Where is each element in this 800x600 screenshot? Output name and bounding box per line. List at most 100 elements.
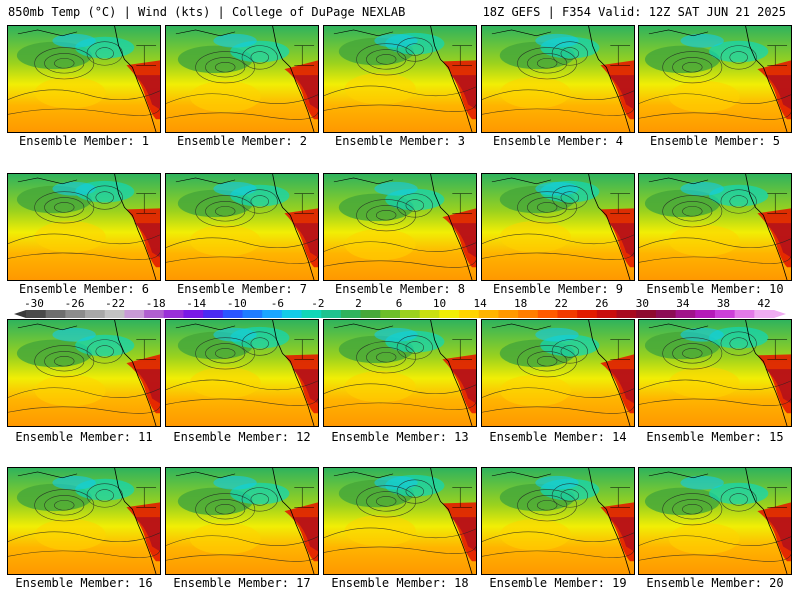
- header: 850mb Temp (°C) | Wind (kts) | College o…: [0, 0, 800, 24]
- map-field: [324, 26, 476, 132]
- colorbar-tick-label: 42: [757, 297, 771, 310]
- ensemble-member-map: [638, 319, 792, 427]
- colorbar-segment: [360, 310, 381, 318]
- ensemble-member-label: Ensemble Member: 14: [489, 430, 627, 444]
- ensemble-member-map: [7, 319, 161, 427]
- colorbar-segment: [616, 310, 637, 318]
- colorbar-tick-label: 18: [514, 297, 528, 310]
- page-title: 850mb Temp (°C) | Wind (kts) | College o…: [8, 5, 406, 19]
- map-field: [639, 26, 791, 132]
- map-field: [166, 320, 318, 426]
- colorbar-segment: [734, 310, 755, 318]
- map-field: [166, 26, 318, 132]
- colorbar-segment: [577, 310, 598, 318]
- map-field: [8, 320, 160, 426]
- colorbar-max-arrow: [774, 310, 786, 318]
- colorbar-tick-label: -18: [145, 297, 166, 310]
- colorbar-segment: [281, 310, 303, 318]
- ensemble-member-label: Ensemble Member: 2: [176, 134, 308, 148]
- colorbar-segment: [144, 310, 165, 318]
- ensemble-member-map: [323, 319, 477, 427]
- colorbar-segment: [301, 310, 322, 318]
- colorbar-tick-label: 26: [595, 297, 609, 310]
- colorbar-segment: [478, 310, 499, 318]
- ensemble-member-label: Ensemble Member: 19: [489, 576, 627, 590]
- colorbar-min-arrow: [14, 310, 26, 318]
- colorbar-tick-label: 6: [395, 297, 403, 310]
- ensemble-member-map: [638, 25, 792, 133]
- colorbar-segment: [163, 310, 184, 318]
- ensemble-member-label: Ensemble Member: 1: [18, 134, 150, 148]
- map-field: [482, 320, 634, 426]
- ensemble-member-label: Ensemble Member: 13: [331, 430, 469, 444]
- colorbar-segment: [459, 310, 480, 318]
- map-field: [482, 26, 634, 132]
- ensemble-member-label: Ensemble Member: 4: [492, 134, 624, 148]
- colorbar-tick-label: 10: [432, 297, 447, 310]
- colorbar-tick-label: 22: [554, 297, 568, 310]
- colorbar-segment: [242, 310, 263, 318]
- map-field: [324, 468, 476, 574]
- colorbar-segment: [183, 310, 204, 318]
- colorbar-tick-label: 30: [635, 297, 649, 310]
- colorbar-segment: [203, 310, 224, 318]
- colorbar-segment: [222, 310, 244, 318]
- colorbar-tick-label: 2: [355, 297, 362, 310]
- colorbar-segment: [45, 310, 66, 318]
- colorbar-segment: [321, 310, 342, 318]
- colorbar-segment: [380, 310, 401, 318]
- ensemble-member-map: [7, 467, 161, 575]
- ensemble-member-map: [481, 467, 635, 575]
- colorbar-segment: [400, 310, 421, 318]
- temperature-colorbar: [14, 310, 786, 318]
- ensemble-member-label: Ensemble Member: 15: [646, 430, 784, 444]
- colorbar-segment: [636, 310, 657, 318]
- ensemble-member-label: Ensemble Member: 7: [176, 282, 308, 296]
- ensemble-member-map: [7, 25, 161, 133]
- colorbar-tick-label: -14: [186, 297, 207, 310]
- ensemble-member-label: Ensemble Member: 17: [173, 576, 311, 590]
- colorbar-segment: [518, 310, 539, 318]
- colorbar-tick-label: -10: [226, 297, 247, 310]
- ensemble-member-label: Ensemble Member: 16: [15, 576, 153, 590]
- ensemble-member-map: [638, 467, 792, 575]
- colorbar-segment: [85, 310, 106, 318]
- colorbar-tick-label: 38: [716, 297, 731, 310]
- colorbar-segment: [537, 310, 558, 318]
- colorbar-segment: [714, 310, 736, 318]
- ensemble-member-label: Ensemble Member: 5: [649, 134, 781, 148]
- colorbar-segment: [340, 310, 362, 318]
- ensemble-member-label: Ensemble Member: 10: [646, 282, 784, 296]
- ensemble-member-map: [165, 173, 319, 281]
- map-field: [639, 174, 791, 280]
- colorbar-segment: [262, 310, 283, 318]
- colorbar-segment: [596, 310, 618, 318]
- colorbar-segment: [26, 310, 47, 318]
- ensemble-member-map: [481, 319, 635, 427]
- ensemble-member-map: [638, 173, 792, 281]
- map-field: [166, 468, 318, 574]
- map-field: [8, 468, 160, 574]
- ensemble-member-map: [481, 25, 635, 133]
- ensemble-member-map: [323, 25, 477, 133]
- ensemble-member-map: [165, 467, 319, 575]
- ensemble-member-label: Ensemble Member: 6: [18, 282, 150, 296]
- colorbar-segment: [104, 310, 125, 318]
- colorbar-segment: [419, 310, 440, 318]
- colorbar-segment: [675, 310, 696, 318]
- ensemble-member-label: Ensemble Member: 20: [646, 576, 784, 590]
- colorbar-tick-label: -26: [64, 297, 85, 310]
- ensemble-member-label: Ensemble Member: 9: [492, 282, 624, 296]
- ensemble-member-label: Ensemble Member: 3: [334, 134, 466, 148]
- ensemble-member-map: [323, 467, 477, 575]
- colorbar-segment: [439, 310, 460, 318]
- ensemble-member-label: Ensemble Member: 11: [15, 430, 153, 444]
- map-field: [639, 320, 791, 426]
- map-field: [166, 174, 318, 280]
- map-field: [324, 320, 476, 426]
- colorbar-segment: [557, 310, 578, 318]
- map-field: [639, 468, 791, 574]
- ensemble-member-map: [165, 319, 319, 427]
- map-field: [482, 468, 634, 574]
- colorbar-tick-label: -2: [311, 297, 325, 310]
